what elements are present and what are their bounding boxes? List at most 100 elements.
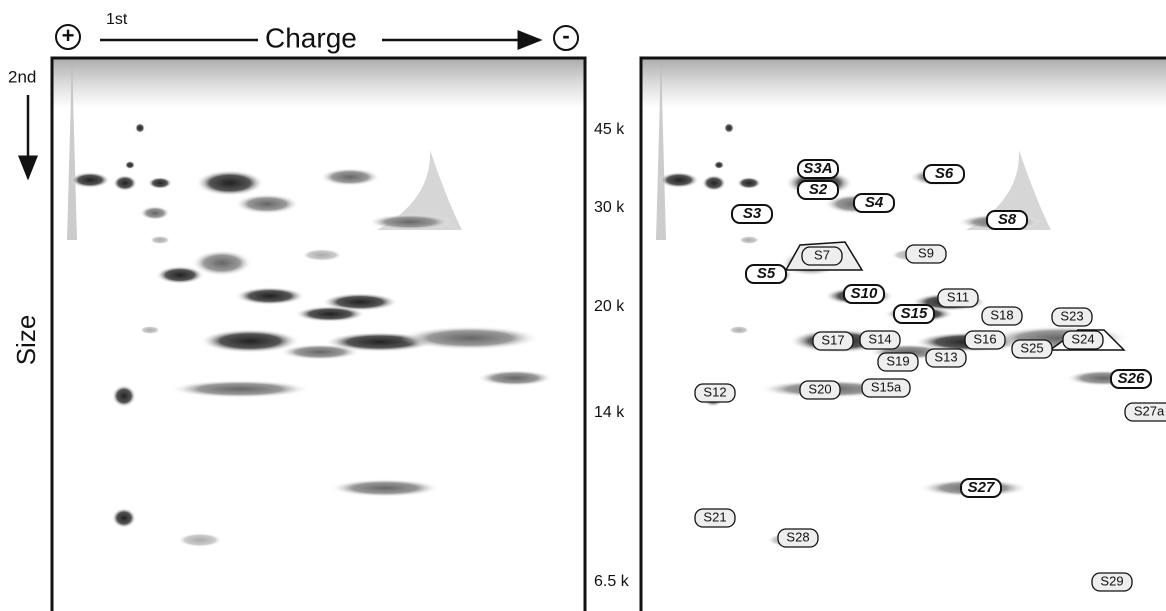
gel-spot (70, 172, 110, 188)
spot-label-box (694, 383, 736, 403)
spot-label: S19 (886, 353, 909, 368)
gel-spot (729, 326, 749, 334)
gel-spot (330, 479, 440, 497)
gel-spot (302, 249, 342, 261)
spot-label: S6 (935, 165, 954, 182)
first-label: 1st (106, 11, 128, 28)
gel-spot (737, 177, 761, 189)
gel-spot (125, 161, 135, 169)
spot-label: S26 (1118, 370, 1145, 387)
gel-spot (156, 266, 204, 284)
spot-label: S9 (918, 245, 934, 260)
spot-label-box (1011, 339, 1053, 359)
spot-label-box (797, 180, 839, 200)
plus-sign: + (62, 23, 75, 48)
gel-spot (659, 172, 699, 188)
spot-label: S21 (703, 509, 726, 524)
spot-label: S7 (814, 247, 830, 262)
spot-label: S18 (990, 307, 1013, 322)
spot-label: S17 (821, 332, 844, 347)
size-marker: 14 k (594, 404, 625, 421)
spot-label: S29 (1100, 573, 1123, 588)
gel-spot (200, 329, 300, 353)
spot-label: S8 (998, 211, 1017, 228)
gel-spot (112, 385, 136, 407)
spot-label: S23 (1060, 308, 1083, 323)
spot-label-box (731, 204, 773, 224)
spot-label: S3A (803, 160, 832, 177)
spot-label-box (859, 330, 901, 350)
second-label: 2nd (8, 67, 36, 86)
spot-label-box (937, 288, 979, 308)
spot-label-box (861, 378, 911, 398)
gel-spot (148, 177, 172, 189)
spot-label: S15 (901, 305, 928, 322)
charge-label: Charge (265, 22, 357, 53)
spot-label-box (777, 528, 819, 548)
gel-spot (140, 206, 170, 220)
gel-spot (280, 344, 360, 360)
gel-spot (140, 326, 160, 334)
spot-label: S15a (871, 379, 902, 394)
gel-border (50, 56, 587, 611)
spot-label: S27 (968, 479, 995, 496)
spot-label-box (694, 508, 736, 528)
spot-label-box (877, 352, 919, 372)
gel-spot (739, 236, 759, 244)
spot-label-box (843, 284, 885, 304)
spot-label-box (797, 159, 839, 179)
spot-label: S11 (947, 289, 969, 304)
spot-label-box (925, 348, 967, 368)
spot-label: S20 (808, 381, 831, 396)
spot-label: S24 (1071, 331, 1094, 346)
spot-label-box (1124, 402, 1166, 422)
spot-label-box (981, 306, 1023, 326)
gel-spot (192, 250, 252, 276)
gel-spot (150, 236, 170, 244)
gel-spot (295, 306, 365, 322)
gel-spot (235, 194, 299, 214)
gel-spot (170, 380, 310, 398)
gel-spot (320, 168, 380, 186)
size-marker: 6.5 k (594, 573, 630, 590)
gel-spot (477, 370, 553, 386)
size-marker: 20 k (594, 298, 625, 315)
gel-spot (196, 170, 264, 196)
spot-label-box (960, 478, 1002, 498)
spot-label-box (812, 331, 854, 351)
spot-label-box (1062, 330, 1104, 350)
spot-label-box (799, 380, 841, 400)
gel-panel (50, 56, 587, 611)
gel-spot (400, 326, 540, 350)
spot-label: S27a (1134, 403, 1165, 418)
size-marker: 30 k (594, 199, 625, 216)
spot-label-box (1110, 369, 1152, 389)
spot-label: S14 (868, 331, 891, 346)
spot-label: S3 (743, 205, 762, 222)
spot-label: S28 (786, 529, 809, 544)
spot-label-box (923, 164, 965, 184)
gel-spot (135, 123, 145, 133)
gel-streak (656, 60, 666, 240)
spot-label-box (853, 193, 895, 213)
spot-label-box (801, 246, 843, 266)
spot-label-box (1051, 307, 1093, 327)
gel-spot (112, 508, 136, 528)
size-marker: 45 k (594, 121, 625, 138)
spot-label-box (745, 264, 787, 284)
spot-label: S4 (865, 194, 884, 211)
gel-streak (67, 60, 77, 240)
gel-plume (377, 150, 462, 230)
minus-circle (553, 25, 579, 51)
spot-label-box (964, 330, 1006, 350)
gel-spot (714, 161, 724, 169)
markers: 45 k 30 k 20 k 14 k 6.5 k (594, 121, 630, 590)
gel-smear (641, 58, 1166, 108)
spot-label-box (893, 304, 935, 324)
gel-spot (178, 533, 222, 547)
spot-label: S16 (973, 331, 996, 346)
gel-smear (52, 58, 585, 108)
spot-label-box (905, 244, 947, 264)
spot-label: S25 (1020, 340, 1043, 355)
